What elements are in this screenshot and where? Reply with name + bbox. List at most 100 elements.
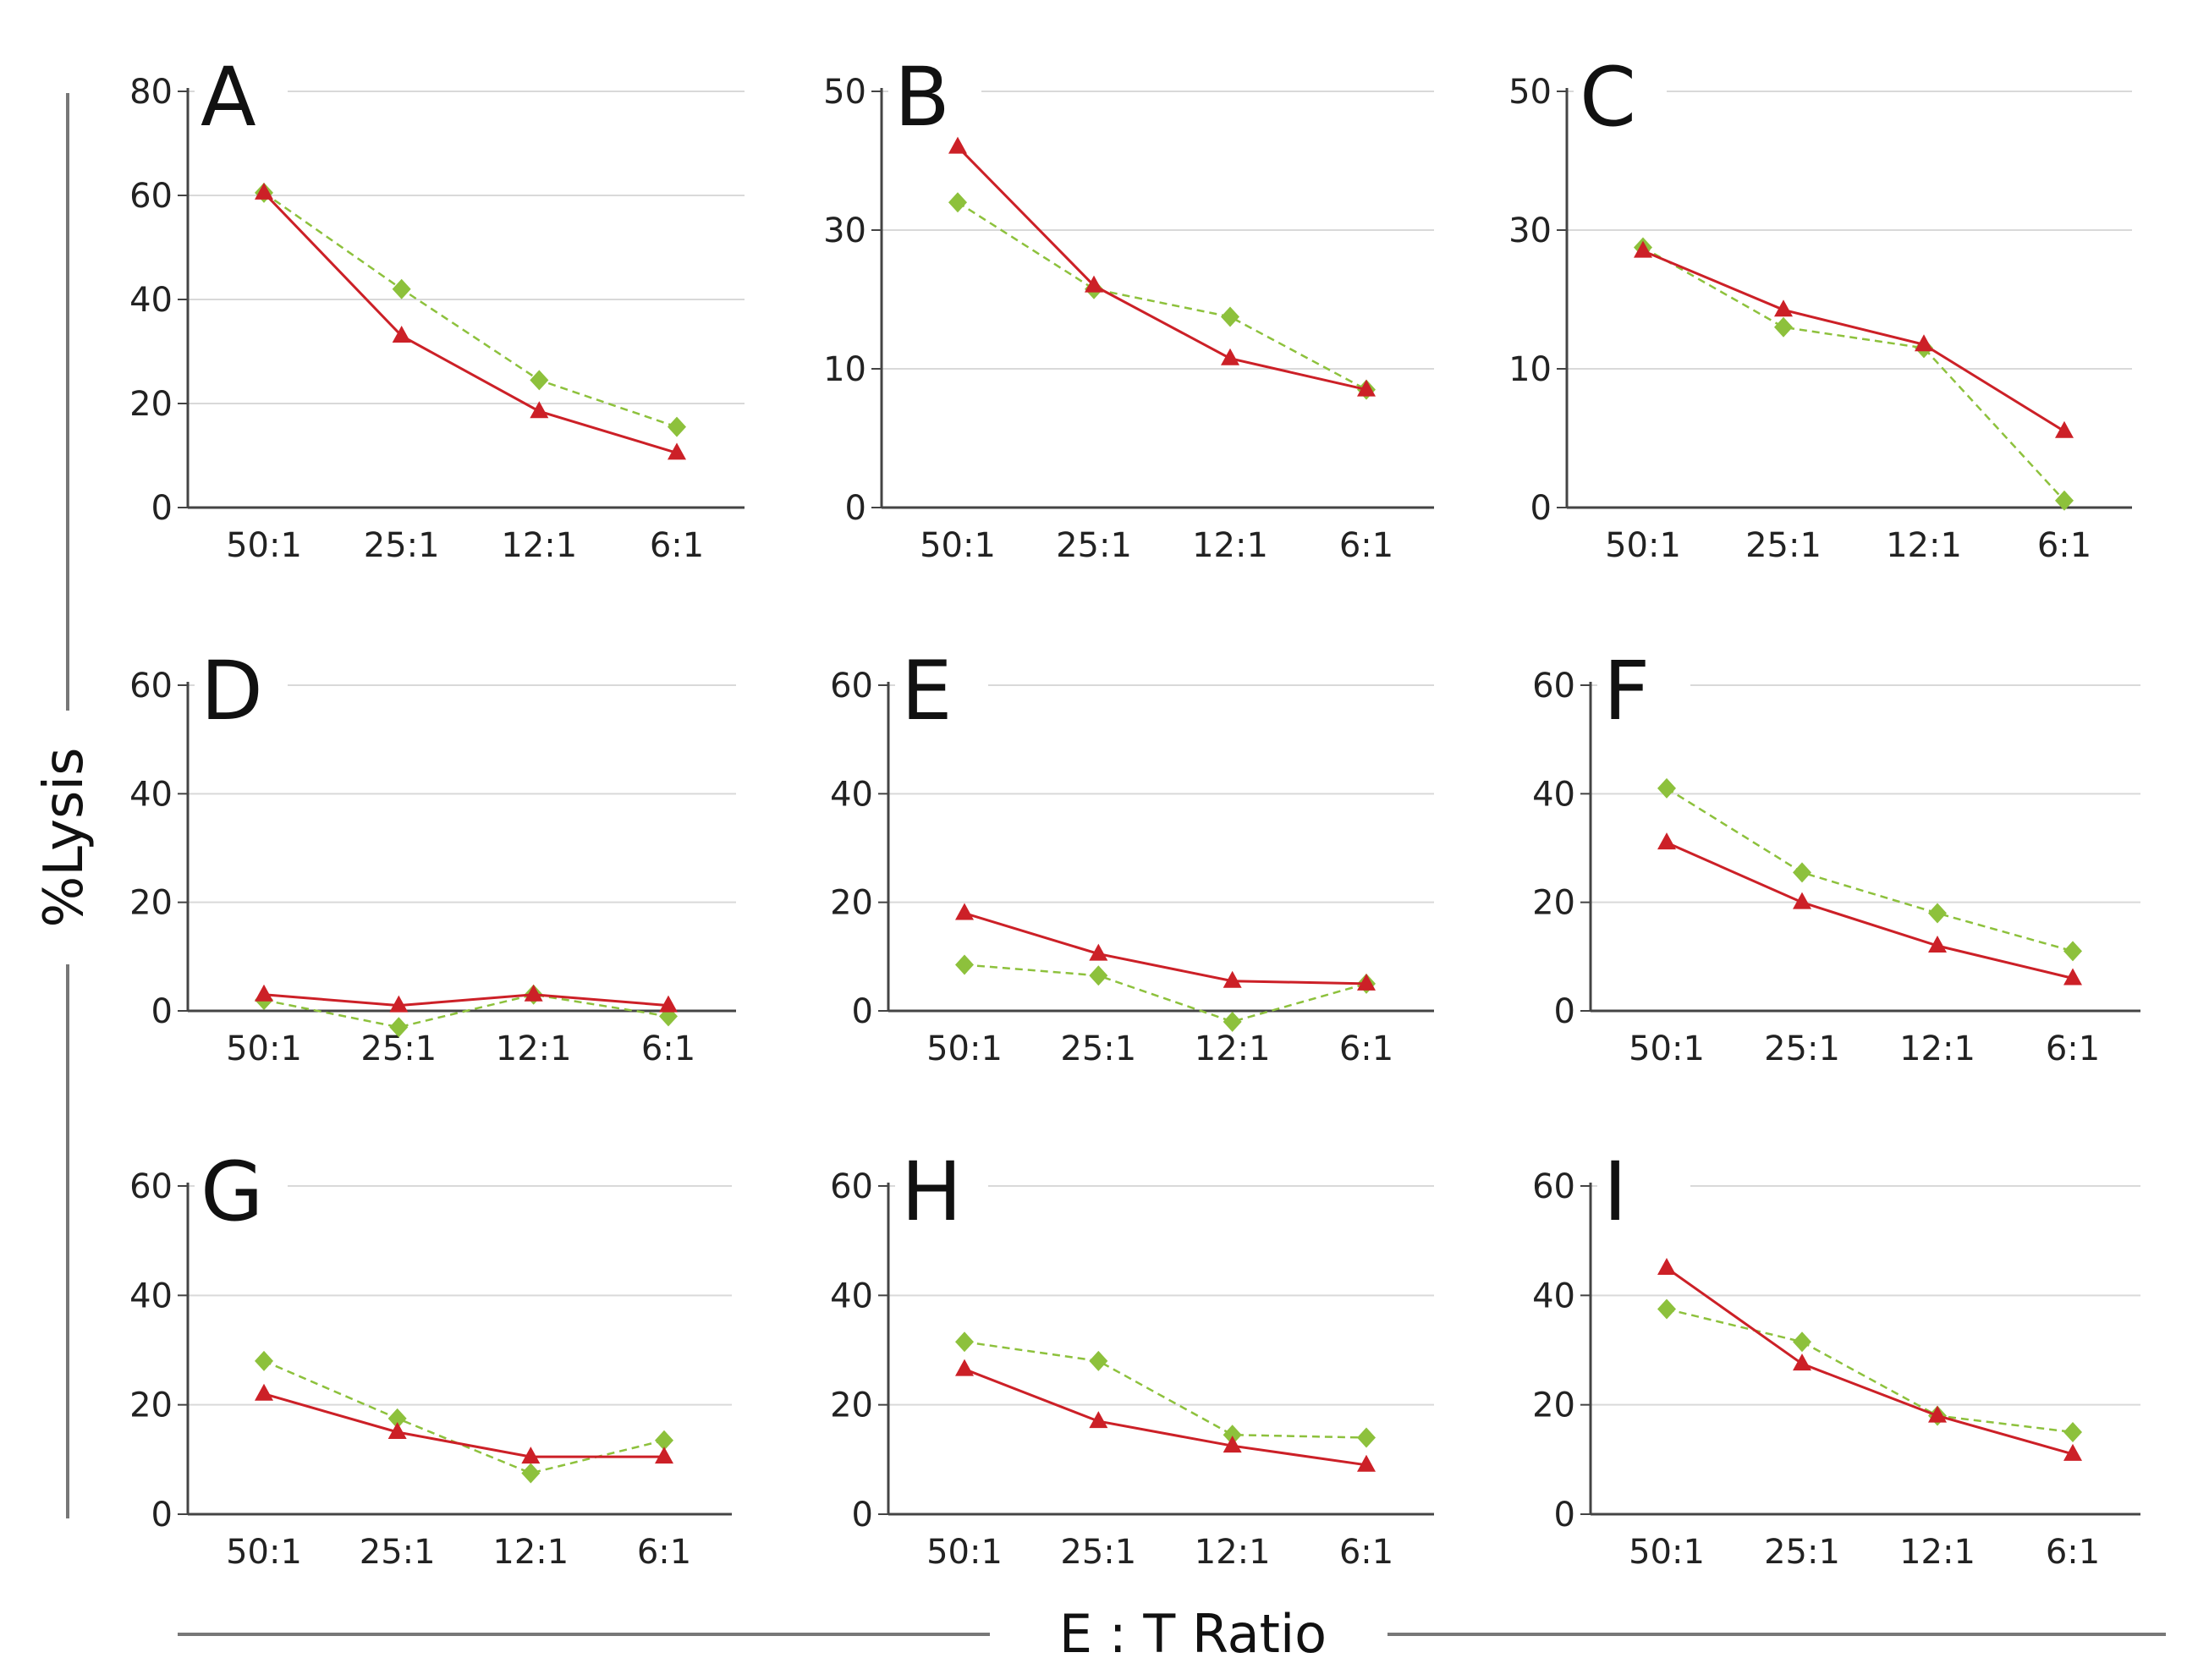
xtick-label-I-4: 6:1 (2046, 1533, 2100, 1572)
xtick-label-G-2: 25:1 (360, 1533, 436, 1572)
series-line-H-red-triangle (964, 1368, 1367, 1467)
ytick-label-F-20: 20 (1532, 884, 1575, 923)
ytick-label-C-50: 50 (1508, 73, 1552, 112)
ytick-label-D-20: 20 (129, 884, 173, 923)
ytick-label-F-0: 0 (1554, 992, 1575, 1031)
marker-diamond-H-4 (1357, 1427, 1376, 1448)
ytick-label-B-10: 10 (823, 350, 866, 389)
marker-diamond-E-3 (1223, 1011, 1242, 1032)
marker-triangle-A-2 (392, 326, 411, 343)
panel-C: 0 10 30 50 C 50:1 25:1 12:1 6:1 (1508, 41, 2132, 565)
ytick-label-I-60: 60 (1532, 1167, 1575, 1206)
panel-G: 0 20 40 60 G 50:1 25:1 12:1 6:1 (129, 1135, 732, 1572)
panel-letter-backdrop-G (195, 1135, 288, 1233)
ytick-label-H-20: 20 (830, 1386, 873, 1425)
marker-diamond-C-2 (1774, 316, 1793, 338)
xtick-label-D-1: 50:1 (226, 1029, 302, 1068)
marker-diamond-F-4 (2063, 941, 2082, 962)
panel-letter-I: I (1603, 1145, 1627, 1239)
panel-letter-backdrop-B (888, 41, 981, 138)
marker-diamond-A-2 (392, 278, 411, 299)
panel-letter-C: C (1580, 50, 1636, 145)
ytick-label-D-0: 0 (151, 992, 173, 1031)
marker-triangle-A-1 (255, 182, 273, 200)
panel-B: 0 10 30 50 B 50:1 25:1 12:1 6:1 (823, 41, 1434, 565)
marker-diamond-F-2 (1793, 862, 1811, 883)
series-line-I-green-diamond (1666, 1308, 2074, 1434)
ytick-label-H-60: 60 (830, 1167, 873, 1206)
marker-triangle-G-1 (255, 1383, 273, 1401)
panel-letter-A: A (201, 50, 256, 145)
series-line-B-red-triangle (956, 145, 1367, 392)
ytick-label-C-10: 10 (1508, 350, 1552, 389)
marker-triangle-C-3 (1915, 334, 1933, 352)
marker-diamond-H-1 (955, 1331, 974, 1353)
panel-letter-backdrop-I (1597, 1135, 1690, 1233)
xtick-label-E-4: 6:1 (1339, 1029, 1393, 1068)
marker-triangle-G-2 (387, 1422, 407, 1439)
series-line-A-green-diamond (263, 191, 678, 428)
xtick-label-D-3: 12:1 (496, 1029, 572, 1068)
series-line-H-green-diamond (964, 1341, 1367, 1439)
series-line-B-green-diamond (957, 201, 1367, 391)
marker-triangle-C-4 (2055, 420, 2074, 438)
marker-diamond-I-2 (1793, 1331, 1811, 1353)
ytick-label-G-40: 40 (129, 1276, 173, 1315)
marker-triangle-I-1 (1657, 1258, 1676, 1275)
marker-triangle-A-3 (530, 401, 549, 419)
marker-diamond-F-1 (1657, 777, 1676, 799)
panel-letter-G: G (201, 1145, 263, 1239)
marker-triangle-G-3 (521, 1447, 541, 1464)
ytick-label-I-0: 0 (1554, 1496, 1575, 1535)
ytick-label-G-20: 20 (129, 1386, 173, 1425)
series-line-F-red-triangle (1666, 841, 2074, 980)
panel-H: 0 20 40 60 H 50:1 25:1 12:1 6:1 (830, 1135, 1434, 1572)
xtick-label-F-1: 50:1 (1629, 1029, 1705, 1068)
xtick-label-H-4: 6:1 (1339, 1533, 1393, 1572)
ytick-label-B-50: 50 (823, 73, 866, 112)
panels-group: 0 20 40 60 80 A 50:1 25:1 12:1 6:1 0 10 30 50 B 50:1 25:… (129, 41, 2140, 1572)
panel-E: 0 20 40 60 E 50:1 25:1 12:1 6:1 (830, 634, 1434, 1068)
xtick-label-F-2: 25:1 (1764, 1029, 1840, 1068)
marker-triangle-H-4 (1357, 1454, 1376, 1472)
xtick-label-C-4: 6:1 (2037, 526, 2091, 565)
xtick-label-B-3: 12:1 (1192, 526, 1268, 565)
xtick-label-H-2: 25:1 (1060, 1533, 1136, 1572)
marker-diamond-G-1 (255, 1350, 273, 1371)
ytick-label-H-40: 40 (830, 1276, 873, 1315)
panel-letter-B: B (894, 50, 950, 145)
marker-triangle-I-4 (2063, 1443, 2082, 1461)
xtick-label-E-3: 12:1 (1195, 1029, 1271, 1068)
marker-triangle-B-3 (1221, 348, 1239, 365)
marker-triangle-G-4 (655, 1447, 673, 1464)
marker-triangle-D-3 (524, 984, 543, 1002)
marker-triangle-D-4 (659, 995, 678, 1013)
marker-triangle-C-1 (1634, 240, 1652, 258)
ytick-label-I-40: 40 (1532, 1276, 1575, 1315)
xtick-label-C-3: 12:1 (1886, 526, 1962, 565)
xtick-label-H-1: 50:1 (926, 1533, 1003, 1572)
xtick-label-G-3: 12:1 (492, 1533, 569, 1572)
series-line-C-red-triangle (1642, 250, 2065, 433)
series-line-F-green-diamond (1666, 787, 2074, 953)
marker-triangle-I-3 (1928, 1405, 1947, 1423)
series-line-I-red-triangle (1666, 1266, 2074, 1456)
xtick-label-F-3: 12:1 (1899, 1029, 1975, 1068)
marker-triangle-D-1 (255, 984, 273, 1002)
marker-triangle-B-4 (1357, 379, 1376, 397)
ytick-label-E-0: 0 (852, 992, 873, 1031)
xtick-label-C-1: 50:1 (1605, 526, 1681, 565)
marker-diamond-G-4 (655, 1430, 673, 1451)
ytick-label-A-80: 80 (129, 73, 173, 112)
xtick-label-E-1: 50:1 (926, 1029, 1003, 1068)
x-axis-label: E : T Ratio (1059, 1603, 1327, 1665)
ytick-label-H-0: 0 (852, 1496, 873, 1535)
marker-triangle-I-2 (1793, 1353, 1811, 1371)
series-line-D-green-diamond (263, 993, 669, 1029)
marker-triangle-H-2 (1089, 1411, 1108, 1429)
xtick-label-E-2: 25:1 (1060, 1029, 1136, 1068)
xtick-label-D-4: 6:1 (641, 1029, 695, 1068)
series-line-C-green-diamond (1642, 246, 2065, 502)
